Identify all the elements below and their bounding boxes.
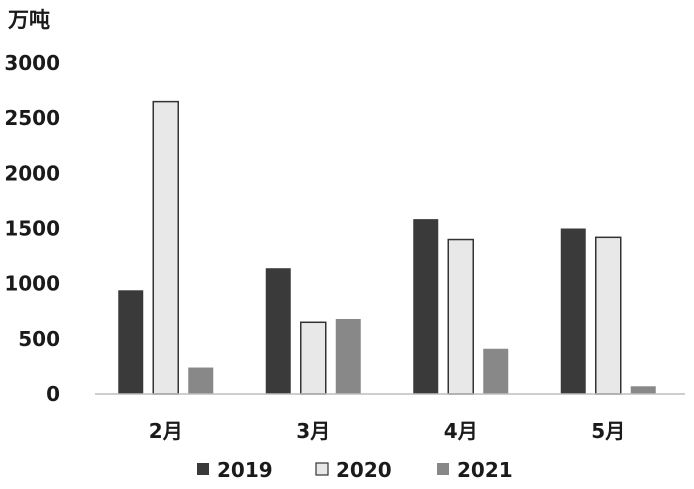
bar-2021-4	[630, 386, 656, 394]
bar-2021-2	[335, 318, 361, 394]
y-axis-ticks: 0 500 1000 1500 2000 2500 3000	[4, 51, 60, 406]
y-tick-label: 2000	[4, 161, 60, 185]
y-tick-label: 1000	[4, 272, 60, 296]
legend-label-2020: 2020	[336, 458, 392, 482]
bar-2020-1	[152, 100, 179, 395]
y-tick-label: 500	[18, 327, 60, 351]
x-category-label: 3月	[296, 419, 330, 443]
bar-2021-1	[188, 367, 214, 394]
bar-2019-2	[265, 268, 291, 394]
legend-label-2019: 2019	[217, 458, 273, 482]
y-tick-label: 1500	[4, 217, 60, 241]
bars	[118, 100, 656, 395]
legend-swatch-2019	[197, 463, 209, 475]
legend-swatch-2020	[315, 462, 329, 476]
y-unit-label: 万吨	[7, 8, 50, 32]
bar-2019-3	[413, 219, 439, 394]
bar-2019-1	[118, 290, 144, 394]
bar-2021-3	[483, 348, 509, 394]
bar-2020-3	[447, 238, 474, 395]
legend-swatch-2021	[437, 463, 449, 475]
y-tick-label: 3000	[4, 51, 60, 75]
x-category-label: 4月	[444, 419, 478, 443]
bar-2020-4	[595, 236, 622, 395]
y-tick-label: 2500	[4, 106, 60, 130]
x-category-label: 5月	[591, 419, 625, 443]
legend-label-2021: 2021	[457, 458, 513, 482]
legend: 2019 2020 2021	[197, 458, 513, 482]
bar-2019-4	[560, 228, 586, 394]
x-axis-labels: 2月 3月 4月 5月	[149, 419, 625, 443]
bar-2020-2	[300, 321, 327, 395]
x-category-label: 2月	[149, 419, 183, 443]
y-tick-label: 0	[46, 382, 60, 406]
